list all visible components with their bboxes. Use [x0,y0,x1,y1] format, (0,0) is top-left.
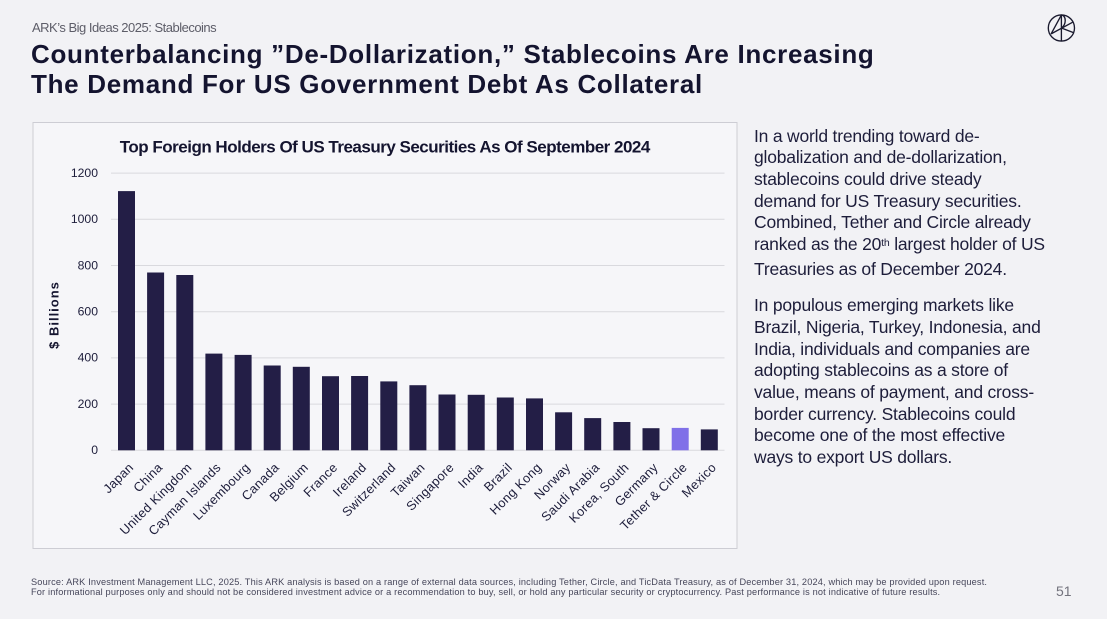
svg-text:1200: 1200 [71,166,98,180]
svg-text:200: 200 [78,397,99,411]
svg-text:Top Foreign Holders Of US Trea: Top Foreign Holders Of US Treasury Secur… [120,138,651,157]
svg-text:$ Billions: $ Billions [47,281,62,349]
svg-text:1000: 1000 [71,212,98,226]
svg-text:400: 400 [78,351,99,365]
svg-text:600: 600 [78,305,99,319]
svg-text:800: 800 [78,258,99,272]
svg-text:0: 0 [91,443,98,457]
